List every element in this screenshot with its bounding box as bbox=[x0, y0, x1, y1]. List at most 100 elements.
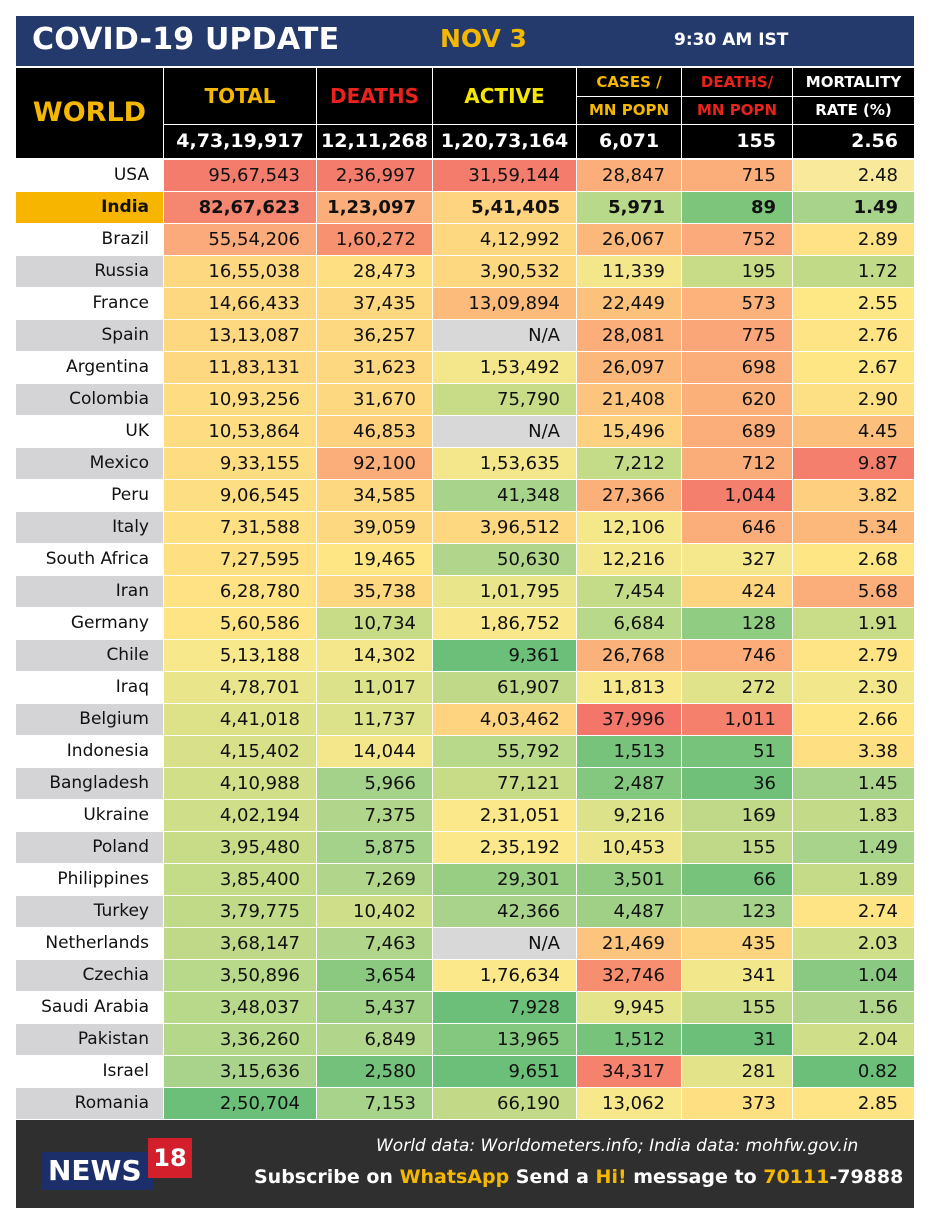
active-cell: 75,790 bbox=[433, 384, 576, 415]
deaths-per-mn-cell: 281 bbox=[682, 1056, 792, 1087]
active-cell: 1,53,635 bbox=[433, 448, 576, 479]
table-row: Colombia 10,93,256 31,670 75,790 21,408 620 2.… bbox=[16, 384, 914, 416]
cases-per-mn-cell: 9,945 bbox=[577, 992, 681, 1023]
deaths-cell: 5,875 bbox=[317, 832, 432, 863]
country-name: Philippines bbox=[16, 864, 163, 895]
deaths-per-mn-cell: 155 bbox=[682, 992, 792, 1023]
total-cell: 3,85,400 bbox=[164, 864, 316, 895]
total-cell: 9,33,155 bbox=[164, 448, 316, 479]
deaths-per-mn-cell: 775 bbox=[682, 320, 792, 351]
col-active-header: ACTIVE bbox=[464, 84, 545, 108]
deaths-cell: 2,36,997 bbox=[317, 160, 432, 191]
active-cell: 3,96,512 bbox=[433, 512, 576, 543]
col-deaths-mn-header-line2: MN POPN bbox=[697, 101, 777, 119]
active-cell: 66,190 bbox=[433, 1088, 576, 1119]
total-cell: 82,67,623 bbox=[164, 192, 316, 223]
table-row: Philippines 3,85,400 7,269 29,301 3,501 66 1.8… bbox=[16, 864, 914, 896]
cases-per-mn-cell: 2,487 bbox=[577, 768, 681, 799]
deaths-per-mn-cell: 1,044 bbox=[682, 480, 792, 511]
logo-18-badge: 18 bbox=[148, 1138, 192, 1178]
subscribe-hi: Hi! bbox=[595, 1166, 627, 1188]
active-cell: 29,301 bbox=[433, 864, 576, 895]
cases-per-mn-cell: 22,449 bbox=[577, 288, 681, 319]
time: 9:30 AM IST bbox=[674, 30, 789, 50]
mortality-cell: 5.34 bbox=[793, 512, 914, 543]
country-name: Indonesia bbox=[16, 736, 163, 767]
deaths-cell: 2,580 bbox=[317, 1056, 432, 1087]
active-cell: 4,03,462 bbox=[433, 704, 576, 735]
total-cell: 3,50,896 bbox=[164, 960, 316, 991]
table-row: Belgium 4,41,018 11,737 4,03,462 37,996 1,011… bbox=[16, 704, 914, 736]
deaths-cell: 92,100 bbox=[317, 448, 432, 479]
table-row: Pakistan 3,36,260 6,849 13,965 1,512 31 2.04 bbox=[16, 1024, 914, 1056]
country-name: Chile bbox=[16, 640, 163, 671]
table-row: Romania 2,50,704 7,153 66,190 13,062 373 2.85 bbox=[16, 1088, 914, 1120]
active-cell: 1,76,634 bbox=[433, 960, 576, 991]
table-row: Indonesia 4,15,402 14,044 55,792 1,513 51 3.38 bbox=[16, 736, 914, 768]
total-cell: 95,67,543 bbox=[164, 160, 316, 191]
mortality-cell: 2.89 bbox=[793, 224, 914, 255]
cases-per-mn-cell: 6,684 bbox=[577, 608, 681, 639]
deaths-cell: 37,435 bbox=[317, 288, 432, 319]
active-cell: 2,31,051 bbox=[433, 800, 576, 831]
deaths-per-mn-cell: 128 bbox=[682, 608, 792, 639]
total-cell: 10,93,256 bbox=[164, 384, 316, 415]
total-cell: 3,95,480 bbox=[164, 832, 316, 863]
infographic: COVID-19 UPDATE NOV 3 9:30 AM IST WORLD … bbox=[16, 16, 914, 1208]
deaths-cell: 11,737 bbox=[317, 704, 432, 735]
country-name: Bangladesh bbox=[16, 768, 163, 799]
deaths-per-mn-cell: 36 bbox=[682, 768, 792, 799]
deaths-cell: 28,473 bbox=[317, 256, 432, 287]
cases-per-mn-cell: 27,366 bbox=[577, 480, 681, 511]
title-bar: COVID-19 UPDATE NOV 3 9:30 AM IST bbox=[16, 16, 914, 66]
table-row: Italy 7,31,588 39,059 3,96,512 12,106 646 5.34 bbox=[16, 512, 914, 544]
country-name: Spain bbox=[16, 320, 163, 351]
active-cell: N/A bbox=[433, 928, 576, 959]
date: NOV 3 bbox=[440, 24, 527, 53]
active-cell: 41,348 bbox=[433, 480, 576, 511]
country-name: Ukraine bbox=[16, 800, 163, 831]
mortality-cell: 1.56 bbox=[793, 992, 914, 1023]
mortality-cell: 2.04 bbox=[793, 1024, 914, 1055]
total-cell: 4,78,701 bbox=[164, 672, 316, 703]
total-cell: 3,79,775 bbox=[164, 896, 316, 927]
mortality-cell: 1.72 bbox=[793, 256, 914, 287]
subscribe-number-2: -79888 bbox=[829, 1166, 904, 1188]
country-name: Iraq bbox=[16, 672, 163, 703]
mortality-cell: 2.68 bbox=[793, 544, 914, 575]
world-total: 4,73,19,917 bbox=[176, 130, 304, 152]
active-cell: 9,361 bbox=[433, 640, 576, 671]
country-name: Iran bbox=[16, 576, 163, 607]
mortality-cell: 1.89 bbox=[793, 864, 914, 895]
deaths-per-mn-cell: 123 bbox=[682, 896, 792, 927]
total-cell: 10,53,864 bbox=[164, 416, 316, 447]
deaths-cell: 7,153 bbox=[317, 1088, 432, 1119]
country-name: USA bbox=[16, 160, 163, 191]
active-cell: 31,59,144 bbox=[433, 160, 576, 191]
table-row: Iraq 4,78,701 11,017 61,907 11,813 272 2.30 bbox=[16, 672, 914, 704]
col-cases-mn-header-line2: MN POPN bbox=[589, 101, 669, 119]
world-deaths: 12,11,268 bbox=[321, 130, 428, 152]
deaths-cell: 35,738 bbox=[317, 576, 432, 607]
mortality-cell: 3.82 bbox=[793, 480, 914, 511]
country-name: Brazil bbox=[16, 224, 163, 255]
news18-logo: NEWS 18 bbox=[42, 1138, 192, 1192]
deaths-per-mn-cell: 1,011 bbox=[682, 704, 792, 735]
table-row: Turkey 3,79,775 10,402 42,366 4,487 123 2.74 bbox=[16, 896, 914, 928]
table-row: India 82,67,623 1,23,097 5,41,405 5,971 89 1.4… bbox=[16, 192, 914, 224]
total-cell: 2,50,704 bbox=[164, 1088, 316, 1119]
world-mortality: 2.56 bbox=[851, 130, 898, 152]
cases-per-mn-cell: 10,453 bbox=[577, 832, 681, 863]
table-row: Netherlands 3,68,147 7,463 N/A 21,469 435 2.03 bbox=[16, 928, 914, 960]
active-cell: 7,928 bbox=[433, 992, 576, 1023]
table-row: Bangladesh 4,10,988 5,966 77,121 2,487 36 1.45 bbox=[16, 768, 914, 800]
country-name: Czechia bbox=[16, 960, 163, 991]
deaths-cell: 31,623 bbox=[317, 352, 432, 383]
country-name: Romania bbox=[16, 1088, 163, 1119]
country-name: Pakistan bbox=[16, 1024, 163, 1055]
table-row: Russia 16,55,038 28,473 3,90,532 11,339 195 1.… bbox=[16, 256, 914, 288]
cases-per-mn-cell: 11,813 bbox=[577, 672, 681, 703]
table-row: Israel 3,15,636 2,580 9,651 34,317 281 0.82 bbox=[16, 1056, 914, 1088]
table-row: France 14,66,433 37,435 13,09,894 22,449 573 2… bbox=[16, 288, 914, 320]
mortality-cell: 2.76 bbox=[793, 320, 914, 351]
